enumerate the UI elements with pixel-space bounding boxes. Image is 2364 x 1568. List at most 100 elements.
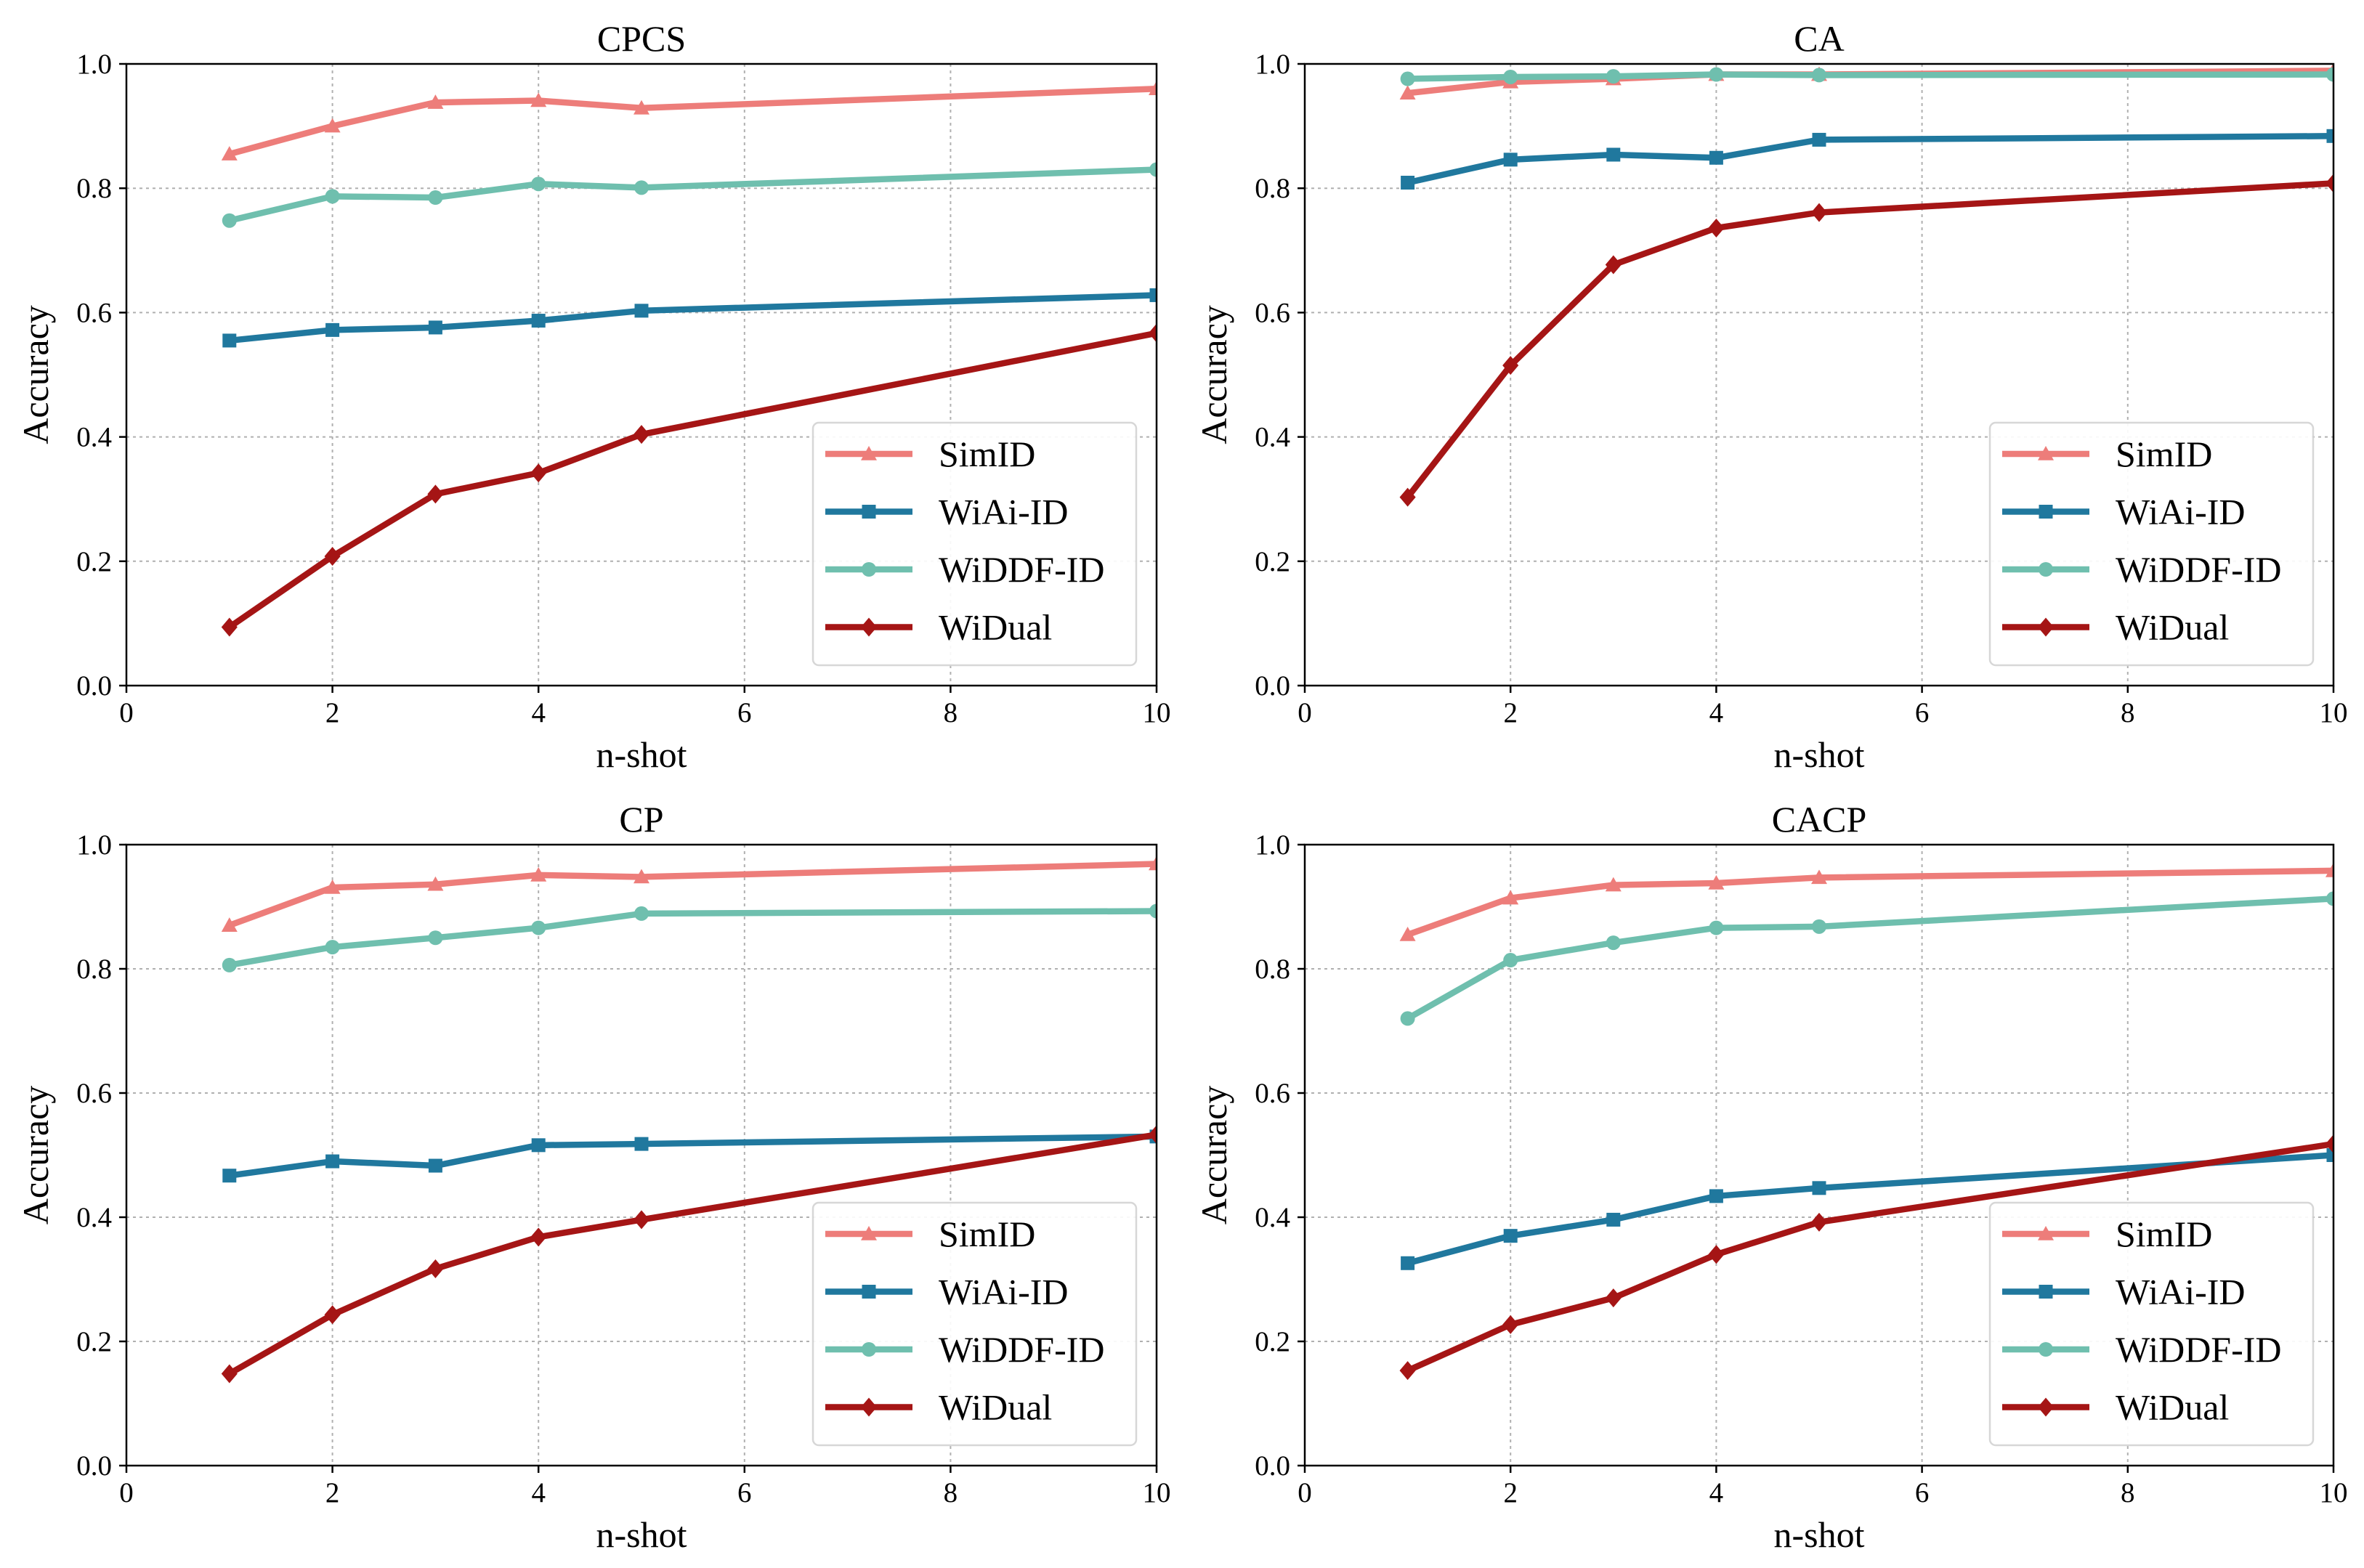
data-point-widual [324, 1305, 341, 1325]
legend: SimID WiAi-ID WiDDF-ID WiDual [1988, 421, 2315, 667]
data-point-wiai-id [2326, 1148, 2333, 1162]
legend-label-widual: WiDual [2116, 607, 2229, 648]
legend-box [1988, 421, 2315, 667]
y-tick-label: 0.8 [76, 954, 112, 985]
legend-marker-simid [2038, 446, 2054, 460]
panel-cpcs: 0 2 4 6 8 10 0.0 0.2 0.4 0.6 0.8 1.0 CPCS n-shot Accur… [15, 18, 1171, 775]
x-axis-label: n-shot [596, 734, 687, 775]
data-point-widdf-id [634, 180, 649, 195]
data-point-widdf-id [222, 213, 237, 228]
data-point-widual [1148, 1125, 1157, 1145]
data-point-widual [633, 425, 650, 444]
y-axis-label: Accuracy [1194, 305, 1234, 444]
y-tick-label: 0.2 [76, 1326, 112, 1357]
legend-box [1988, 1201, 2315, 1447]
plot-frame [125, 62, 1158, 687]
legend-marker-widual [860, 617, 878, 637]
data-point-wiai-id [2326, 129, 2333, 143]
series-line-widdf-id [1407, 71, 2333, 82]
data-point-simid [530, 92, 547, 107]
legend-marker-widdf-id [2039, 1342, 2053, 1357]
data-point-widual [1708, 218, 1725, 237]
data-point-widual [324, 546, 341, 566]
data-point-wiai-id [1503, 153, 1518, 167]
x-tick-label: 10 [1143, 1477, 1171, 1508]
data-point-simid [1605, 877, 1622, 892]
legend-label-widdf-id: WiDDF-ID [939, 1329, 1105, 1370]
data-point-widual [1708, 1245, 1725, 1264]
y-tick-label: 0.4 [76, 1202, 112, 1233]
data-point-wiai-id [634, 1137, 649, 1151]
legend-marker-wiai-id [2039, 1285, 2053, 1299]
data-point-simid [1502, 890, 1519, 905]
legend-label-widdf-id: WiDDF-ID [2116, 1329, 2282, 1370]
x-tick-label: 8 [2121, 697, 2135, 728]
y-tick-label: 0.6 [76, 1078, 112, 1109]
legend-label-wiai-id: WiAi-ID [2116, 1272, 2246, 1312]
y-tick-label: 0.8 [76, 173, 112, 204]
y-tick-label: 0.6 [1255, 297, 1290, 328]
data-point-widual [1148, 323, 1157, 343]
data-point-widual [2325, 1134, 2333, 1154]
series-line-wiai-id [1406, 1152, 2333, 1267]
legend-label-widdf-id: WiDDF-ID [939, 549, 1105, 590]
data-point-widdf-id [222, 957, 237, 972]
data-point-simid [427, 94, 444, 109]
legend-label-widual: WiDual [2116, 1387, 2229, 1428]
legend-label-widual: WiDual [939, 607, 1052, 648]
legend-label-widual: WiDual [939, 1387, 1052, 1428]
legend-label-wiai-id: WiAi-ID [939, 492, 1069, 532]
y-tick-label: 0.2 [1255, 1326, 1290, 1357]
legend-marker-simid [861, 446, 877, 460]
data-point-widdf-id [428, 190, 443, 206]
data-point-widual [530, 463, 547, 483]
legend-box [811, 1201, 1138, 1447]
legend-marker-widual [2037, 617, 2055, 637]
legend-box [811, 421, 1138, 667]
y-tick-label: 0.4 [1255, 1202, 1290, 1233]
legend-marker-widdf-id [2039, 562, 2053, 577]
series-line-simid [228, 861, 1157, 929]
data-point-widdf-id [1709, 67, 1724, 82]
y-tick-label: 0.8 [1255, 954, 1290, 985]
series-group [221, 81, 1157, 637]
data-point-widual [1605, 1288, 1622, 1308]
x-tick-label: 2 [1503, 1477, 1518, 1508]
data-point-simid [1149, 856, 1157, 871]
data-point-wiai-id [1149, 288, 1157, 302]
data-point-widdf-id [325, 940, 340, 955]
series-line-widual [1406, 1140, 2333, 1374]
x-tick-label: 6 [737, 1477, 752, 1508]
legend-marker-wiai-id [2039, 505, 2053, 519]
legend-label-widdf-id: WiDDF-ID [2116, 549, 2282, 590]
chart-title: CA [1794, 18, 1844, 59]
data-point-widdf-id [428, 930, 443, 946]
data-point-widdf-id [531, 176, 546, 192]
series-line-wiai-id [229, 1133, 1157, 1179]
data-point-widdf-id [1709, 920, 1724, 935]
data-point-wiai-id [1709, 150, 1723, 165]
series-line-simid [1406, 867, 2333, 938]
x-tick-label: 6 [1915, 1477, 1930, 1508]
series-group [1399, 862, 2333, 1381]
data-point-simid [427, 876, 444, 891]
x-tick-label: 10 [2320, 1477, 2348, 1508]
legend-label-wiai-id: WiAi-ID [939, 1272, 1069, 1312]
data-point-widual [1399, 1361, 1416, 1381]
x-tick-label: 4 [1709, 697, 1724, 728]
data-point-wiai-id [1401, 1256, 1415, 1270]
data-point-wiai-id [222, 1169, 237, 1183]
x-tick-label: 6 [1915, 697, 1930, 728]
y-tick-label: 0.0 [1255, 1450, 1290, 1482]
data-point-wiai-id [222, 333, 237, 348]
x-tick-label: 0 [119, 1477, 134, 1508]
x-axis-label: n-shot [596, 1514, 687, 1555]
legend-label-wiai-id: WiAi-ID [2116, 492, 2246, 532]
data-point-simid [1811, 869, 1827, 885]
plot-frame [125, 843, 1158, 1467]
legend-label-simid: SimID [2116, 1214, 2212, 1254]
data-point-simid [530, 866, 547, 882]
data-point-wiai-id [531, 1138, 546, 1153]
data-point-widdf-id [2326, 891, 2333, 906]
y-tick-label: 1.0 [76, 829, 112, 861]
